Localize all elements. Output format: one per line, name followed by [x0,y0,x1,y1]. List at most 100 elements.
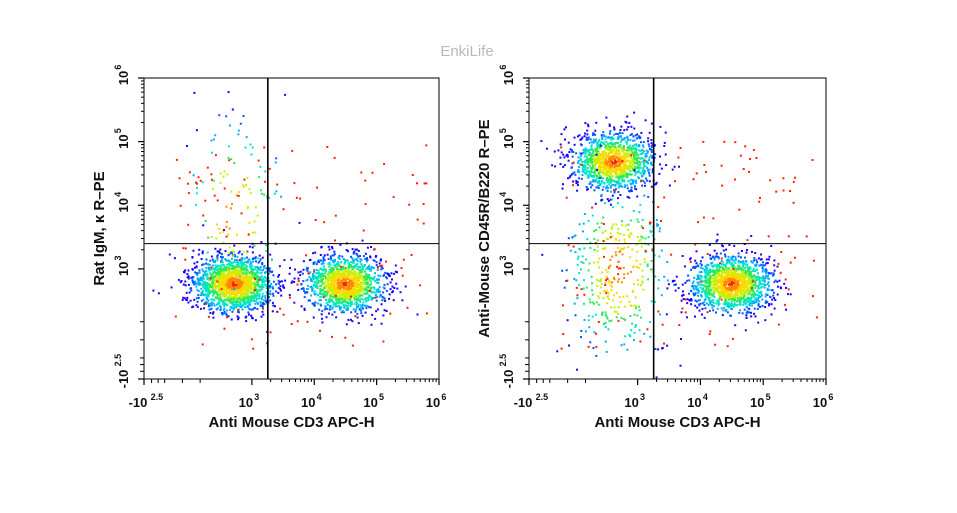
event-point [387,273,390,276]
event-point [638,135,641,138]
event-point [328,273,331,276]
event-point [585,169,588,171]
event-point [615,146,618,149]
event-point [222,175,225,178]
event-point [335,316,338,319]
event-point [345,270,348,272]
event-point [254,284,257,287]
event-point [606,177,608,180]
event-point [328,286,330,289]
event-point [236,282,239,285]
event-point [624,140,627,143]
event-point [358,269,361,272]
event-point [633,159,636,161]
event-point [195,272,198,275]
event-point [352,252,355,255]
event-point [217,275,220,278]
event-point [256,289,259,292]
event-point [331,288,334,291]
event-point [576,184,579,186]
event-point [584,153,587,156]
event-point [257,271,260,274]
event-point [346,269,349,272]
event-point [702,289,705,292]
event-point [365,281,367,284]
event-point [250,288,253,291]
event-point [288,294,291,297]
event-point [254,265,257,268]
event-point [706,268,709,270]
event-point [280,294,283,297]
event-point [416,218,419,221]
event-point [711,301,714,303]
event-point [575,179,578,182]
event-point [230,257,233,260]
event-point [320,246,323,249]
event-point [580,177,583,180]
event-point [274,305,276,308]
event-point [627,126,630,128]
event-point [712,302,715,304]
event-point [204,293,207,296]
event-point [250,285,252,288]
event-point [224,281,227,284]
event-point [704,292,707,295]
event-point [195,304,198,307]
event-point [262,279,265,281]
event-point [284,93,287,96]
event-point [315,272,318,275]
event-point [355,295,358,298]
event-point [606,189,609,192]
event-point [240,294,243,297]
event-point [269,286,272,289]
event-point [634,168,636,170]
event-point [633,160,636,163]
event-point [339,300,342,303]
event-point [337,276,340,279]
event-point [214,268,217,270]
event-point [575,152,578,155]
event-point [716,299,719,302]
event-point [237,133,240,136]
event-point [699,266,702,269]
event-point [357,255,360,258]
event-point [260,305,262,308]
event-point [218,227,221,230]
event-point [221,291,224,294]
event-point [347,307,349,310]
event-point [249,284,252,287]
event-point [352,261,355,264]
event-point [664,153,667,156]
event-point [673,165,676,168]
event-point [589,158,592,161]
event-point [381,264,383,267]
event-point [359,307,362,310]
event-point [643,184,646,187]
event-point [334,271,337,274]
event-point [300,288,303,290]
event-point [364,252,367,255]
event-point [747,282,749,285]
event-point [230,262,233,265]
event-point [754,284,757,287]
event-point [230,278,233,280]
event-point [728,243,731,246]
event-point [394,270,397,273]
event-point [389,312,392,315]
event-point [370,266,373,269]
event-point [368,306,370,309]
event-point [232,251,235,253]
event-point [303,290,306,292]
event-point [698,309,701,312]
event-point [750,315,753,318]
event-point [244,294,247,297]
event-point [362,268,364,271]
event-point [213,284,216,287]
event-point [325,293,328,296]
event-point [641,157,644,160]
event-point [362,301,365,304]
event-point [600,180,603,182]
event-point [211,294,214,297]
x-tick-label: 10 [426,395,440,410]
event-point [225,235,228,238]
